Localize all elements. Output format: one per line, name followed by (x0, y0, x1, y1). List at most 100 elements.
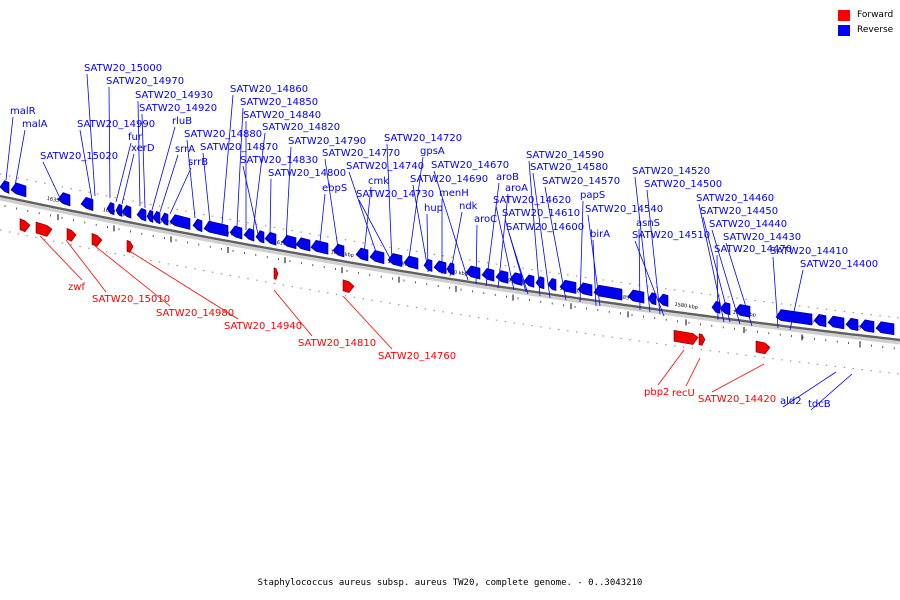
scale-label: 1625 kbp (159, 218, 183, 228)
reverse-gene-arrow (169, 214, 191, 230)
reverse-gene-label: SATW20_14440 (709, 219, 787, 230)
reverse-gene-label: aroA (505, 183, 528, 194)
reverse-leader-line (115, 142, 132, 203)
reverse-leader-line (508, 232, 529, 295)
reverse-leader-line (495, 205, 515, 291)
reverse-gene-label: aroB (496, 172, 519, 183)
reverse-gene-label: SATW20_14590 (526, 150, 604, 161)
reverse-gene-arrow (121, 205, 132, 219)
reverse-gene-arrow (845, 317, 859, 331)
reverse-gene-label: ebpS (322, 183, 347, 194)
reverse-gene-label: malR (10, 106, 36, 117)
backbone-shadow (0, 197, 900, 345)
reverse-leader-line (324, 158, 339, 249)
reverse-gene-arrow (577, 282, 593, 297)
reverse-gene-label: rluB (172, 116, 192, 127)
reverse-gene-arrow (229, 225, 243, 240)
reverse-leader-line (386, 143, 393, 263)
reverse-gene-label: papS (580, 190, 605, 201)
reverse-gene-arrow (332, 243, 345, 258)
forward-gene-arrow (35, 221, 53, 237)
scale-label: 1600 kbp (444, 268, 468, 278)
reverse-gene-label: SATW20_14470 (714, 244, 792, 255)
reverse-leader-line (782, 371, 837, 408)
legend-forward: Forward (838, 8, 893, 23)
reverse-leader-line (151, 126, 176, 211)
reverse-track-dots (0, 173, 900, 319)
reverse-gene-label: menH (439, 188, 469, 199)
legend-forward-label: Forward (857, 10, 894, 20)
scale-label: 1635 kbp (46, 196, 70, 207)
reverse-leader-line (725, 242, 753, 327)
reverse-leader-line (592, 239, 597, 307)
reverse-gene-label: SATW20_14520 (632, 166, 710, 177)
reverse-gene-label: SATW20_14500 (644, 179, 722, 190)
forward-leader-line (685, 357, 701, 387)
reverse-gene-arrow (369, 250, 385, 265)
reverse-gene-arrow (80, 196, 94, 212)
reverse-leader-line (634, 176, 651, 313)
reverse-gene-label: SATW20_14790 (288, 136, 366, 147)
reverse-gene-label: SATW20_14730 (356, 189, 434, 200)
legend: Forward Reverse (838, 8, 893, 38)
reverse-leader-line (221, 94, 234, 225)
forward-leader-line (711, 363, 765, 393)
reverse-gene-arrow (115, 203, 123, 217)
reverse-gene-label: SATW20_14690 (410, 174, 488, 185)
reverse-gene-label: SATW20_15020 (40, 151, 118, 162)
reverse-gene-arrow (593, 284, 623, 301)
forward-track-dots (0, 229, 900, 375)
reverse-leader-line (108, 86, 111, 199)
forward-leader-line (65, 239, 107, 293)
reverse-gene-arrow (146, 209, 154, 223)
reverse-leader-line (485, 182, 500, 287)
reverse-leader-line (532, 172, 551, 299)
reverse-gene-arrow (481, 268, 495, 282)
reverse-gene-label: SATW20_14540 (585, 204, 663, 215)
reverse-gene-arrow (433, 260, 447, 275)
reverse-gene-label: birA (590, 229, 610, 240)
reverse-gene-label: SATW20_14850 (240, 97, 318, 108)
forward-gene-arrow (673, 329, 699, 345)
legend-reverse-label: Reverse (857, 25, 894, 35)
reverse-leader-line (319, 193, 326, 243)
legend-reverse: Reverse (838, 23, 893, 38)
reverse-leader-line (698, 203, 725, 323)
reverse-leader-line (169, 167, 192, 215)
reverse-gene-label: SATW20_14830 (240, 155, 318, 166)
reverse-gene-arrow (281, 234, 297, 250)
reverse-gene-arrow (547, 278, 557, 291)
forward-leader-line (342, 295, 393, 350)
reverse-leader-line (363, 186, 372, 255)
reverse-gene-label: malA (22, 119, 48, 130)
forward-gene-label: pbp2 (644, 387, 669, 398)
reverse-gene-arrow (523, 274, 535, 288)
reverse-leader-line (449, 211, 463, 277)
reverse-gene-label: SATW20_14870 (200, 142, 278, 153)
reverse-gene-arrow (355, 247, 369, 262)
reverse-gene-label: SATW20_14920 (139, 103, 217, 114)
reverse-gene-label: SATW20_14600 (506, 222, 584, 233)
forward-gene-arrow (126, 239, 134, 253)
reverse-gene-label: fur (128, 132, 143, 143)
reverse-gene-label: SATW20_14450 (700, 206, 778, 217)
reverse-gene-label: srrA (175, 144, 195, 155)
reverse-gene-arrow (711, 301, 721, 314)
reverse-gene-label: cmk (368, 176, 389, 187)
reverse-swatch (838, 25, 850, 36)
forward-gene-arrow (755, 340, 771, 355)
reverse-leader-line (638, 228, 641, 311)
forward-leader-line (273, 289, 313, 337)
reverse-gene-arrow (827, 315, 845, 330)
reverse-leader-line (716, 254, 719, 321)
reverse-gene-label: SATW20_14800 (268, 168, 346, 179)
reverse-gene-arrow (57, 192, 71, 207)
forward-leader-line (657, 349, 685, 386)
reverse-gene-arrow (295, 237, 311, 252)
reverse-gene-arrow (160, 212, 169, 226)
forward-gene-arrow (698, 333, 706, 346)
reverse-leader-line (433, 170, 469, 281)
forward-gene-label: zwf (68, 282, 85, 293)
reverse-gene-label: gpsA (420, 146, 445, 157)
forward-gene-arrow (91, 233, 103, 247)
